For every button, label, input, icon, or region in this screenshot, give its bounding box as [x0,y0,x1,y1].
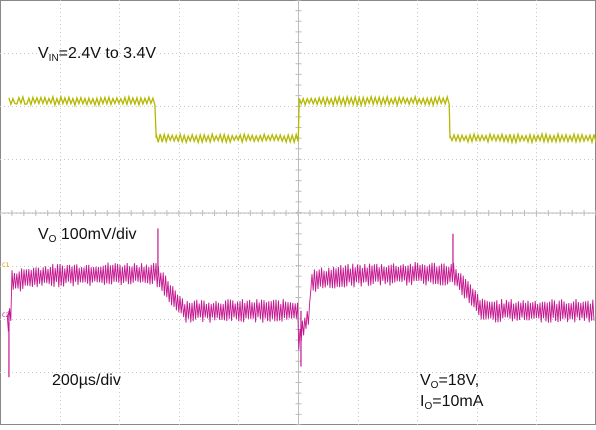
vo-scale-label: VO 100mV/div [38,226,137,245]
vo-label-rest: 100mV/div [56,226,137,243]
ch2-marker: C2 [2,312,10,319]
vin-label-rest: =2.4V to 3.4V [58,45,157,62]
condition-vo-label: VO=18V, [420,372,480,391]
condition-io-label: IO=10mA [420,393,484,412]
vo-label-v: V [38,226,49,243]
cond2-sub: O [424,401,433,412]
vo-label-sub: O [48,234,57,245]
vin-label-sub: IN [48,53,59,64]
cond1-sub: O [430,380,439,391]
vin-label-v: V [38,45,49,62]
trace-vin [8,94,596,145]
ch1-marker: C1 [2,262,10,269]
cond2-i: I [420,393,425,410]
traces [6,94,596,378]
timebase-label: 200µs/div [52,372,121,389]
cond1-v: V [420,372,431,389]
cond1-rest: =18V, [438,372,480,389]
vin-label: VIN=2.4V to 3.4V [38,45,157,64]
cond2-rest: =10mA [432,393,484,410]
